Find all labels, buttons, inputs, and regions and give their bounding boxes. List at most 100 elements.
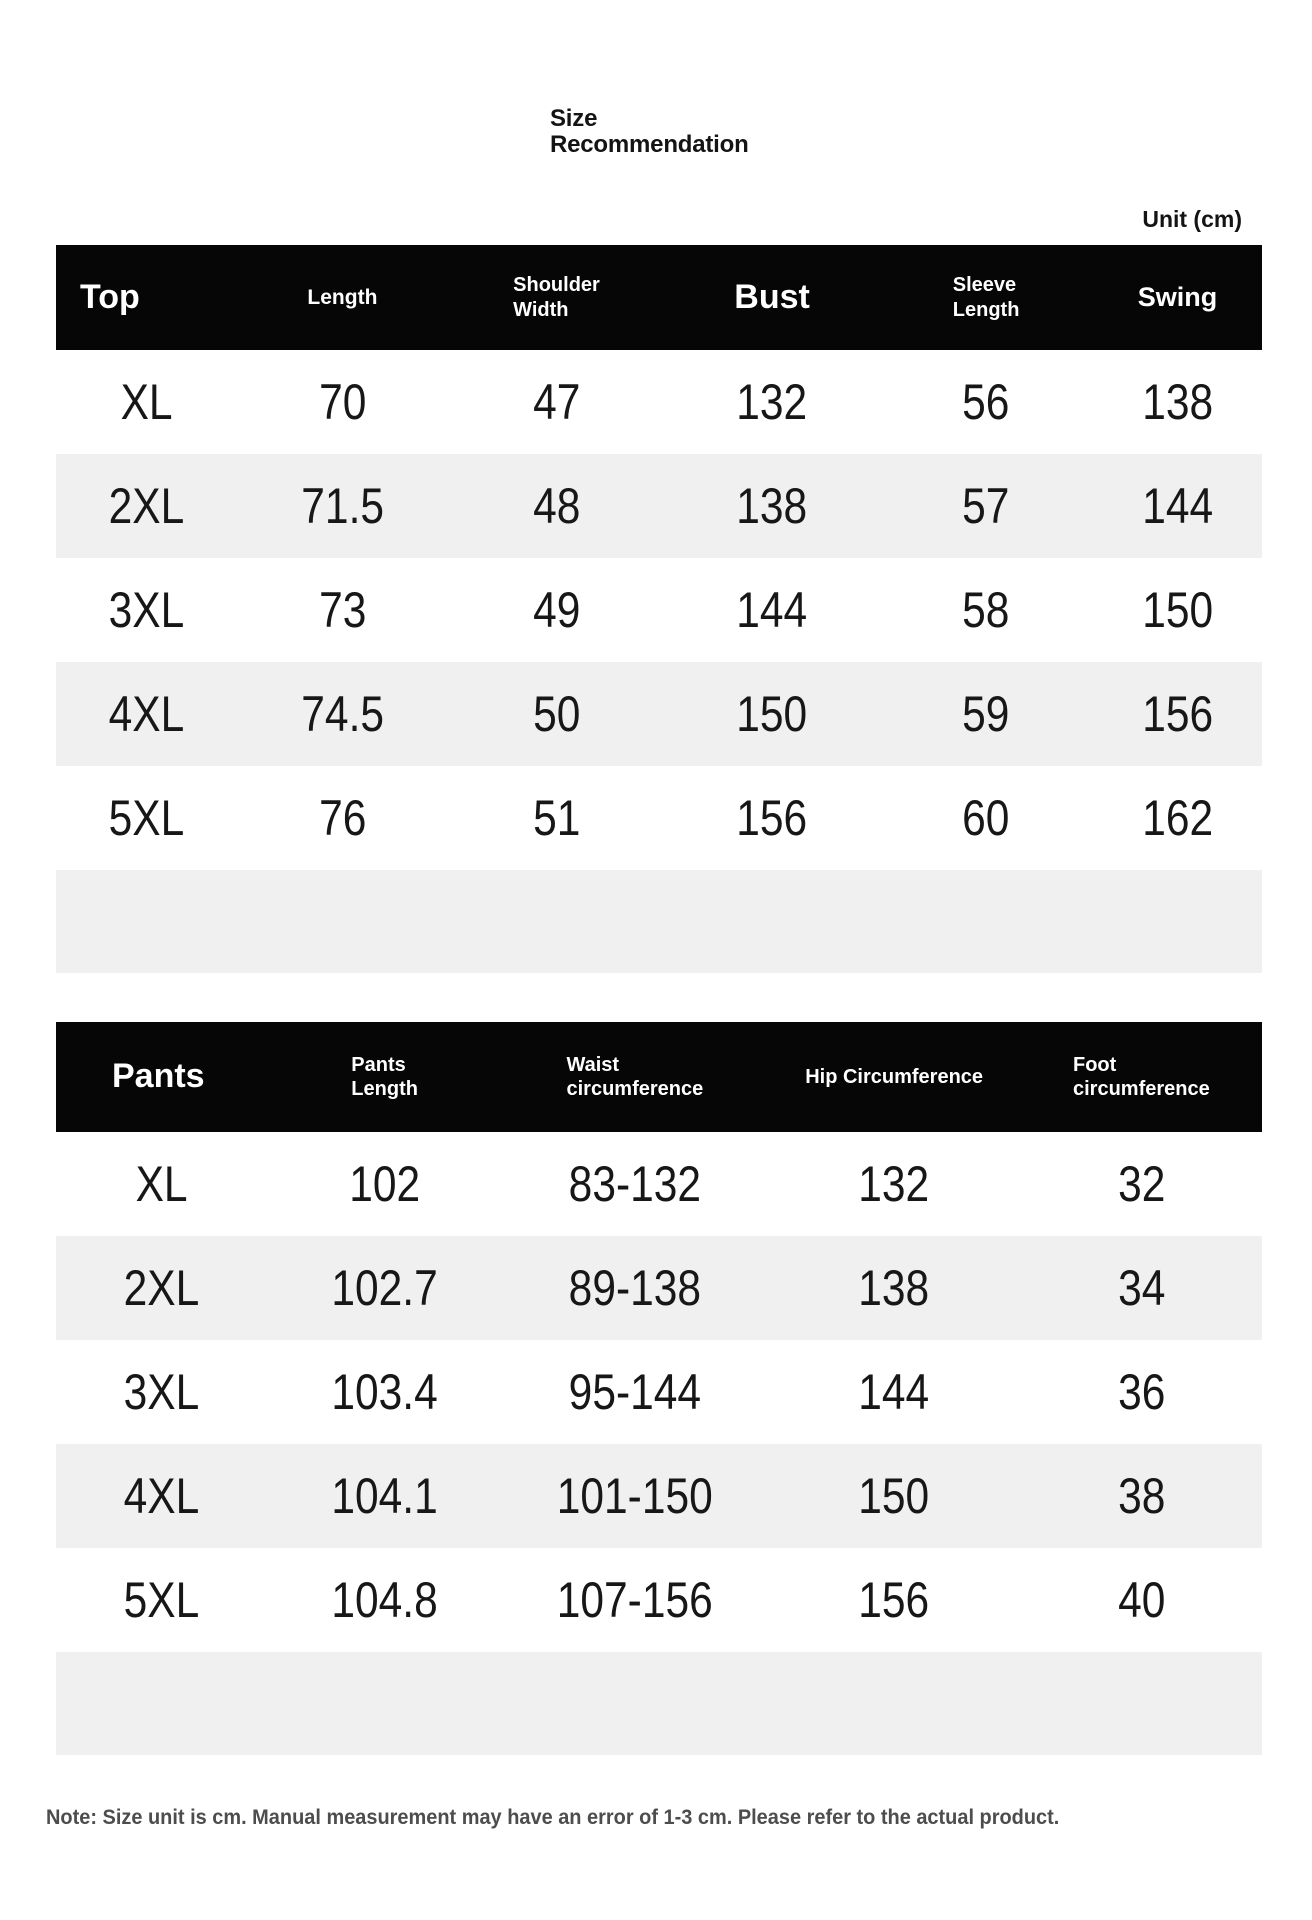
table-cell: 132 — [736, 374, 808, 430]
table-cell: 132 — [858, 1156, 930, 1212]
top-size-table: Top Length Shoulder Width Bust Sleeve Le… — [56, 245, 1262, 973]
col-header-label: Width — [513, 298, 569, 321]
pants-size-table: Pants Pants Length Waist circumference H… — [56, 1022, 1262, 1755]
table-row: XL 102 83-132 132 32 — [56, 1132, 1262, 1236]
table-cell: 156 — [736, 790, 808, 846]
col-header-bust: Bust — [665, 245, 879, 350]
table-row: 5XL 104.8 107-156 156 40 — [56, 1548, 1262, 1652]
table-cell: 50 — [532, 686, 581, 742]
table-cell: 104.1 — [331, 1468, 438, 1524]
table-cell: 57 — [962, 478, 1010, 534]
table-cell: 101-150 — [556, 1468, 713, 1524]
table-cell: 5XL — [108, 790, 185, 846]
col-header-label: Sleeve — [952, 274, 1017, 297]
table-cell: 138 — [736, 478, 808, 534]
table-cell: 3XL — [123, 1364, 200, 1420]
page-title-line1: Size — [550, 105, 598, 132]
table-cell: 144 — [736, 582, 808, 638]
col-header-label: Waist — [566, 1053, 620, 1076]
col-header-length: Length — [237, 245, 448, 350]
table-cell: 102.7 — [331, 1260, 438, 1316]
table-row: 2XL 71.5 48 138 57 144 — [56, 454, 1262, 558]
table-row: 3XL 73 49 144 58 150 — [56, 558, 1262, 662]
table-cell: 76 — [318, 790, 367, 846]
table-cell: 5XL — [123, 1572, 200, 1628]
table-row: 4XL 104.1 101-150 150 38 — [56, 1444, 1262, 1548]
table-cell: 89-138 — [568, 1260, 702, 1316]
col-header-label: circumference — [1072, 1078, 1210, 1100]
table-cell: 150 — [736, 686, 808, 742]
col-header-pants-length: Pants Length — [267, 1022, 502, 1132]
table-cell: 59 — [962, 686, 1010, 742]
col-header-waist-circumference: Waist circumference — [502, 1022, 767, 1132]
col-header-label: Length — [351, 1078, 418, 1100]
unit-label: Unit (cm) — [1142, 206, 1242, 232]
col-header-sleeve-length: Sleeve Length — [879, 245, 1093, 350]
col-header-foot-circumference: Foot circumference — [1021, 1022, 1262, 1132]
table-row-empty — [56, 870, 1262, 973]
col-header-label: Bust — [734, 277, 810, 316]
table-cell: 71.5 — [301, 478, 384, 534]
col-header-label: Swing — [1137, 282, 1218, 313]
table-cell: 70 — [318, 374, 367, 430]
table-cell: 156 — [858, 1572, 930, 1628]
page-title-line2: Recommendation — [550, 131, 749, 158]
col-header-pants: Pants — [56, 1022, 267, 1132]
col-header-hip-circumference: Hip Circumference — [768, 1022, 1021, 1132]
table-cell: 2XL — [108, 478, 185, 534]
table-cell: 138 — [858, 1260, 930, 1316]
table-cell: 104.8 — [331, 1572, 438, 1628]
table-cell: 74.5 — [301, 686, 384, 742]
table-cell: 162 — [1142, 790, 1214, 846]
col-header-label: Top — [80, 277, 140, 316]
col-header-top: Top — [56, 245, 237, 350]
table-cell: 3XL — [108, 582, 185, 638]
table-cell: 47 — [532, 374, 581, 430]
table-cell: 107-156 — [556, 1572, 713, 1628]
pants-table-header-row: Pants Pants Length Waist circumference H… — [56, 1022, 1262, 1132]
table-cell: 144 — [858, 1364, 930, 1420]
table-row: 2XL 102.7 89-138 138 34 — [56, 1236, 1262, 1340]
table-cell: 103.4 — [331, 1364, 438, 1420]
col-header-label: Length — [307, 285, 378, 309]
table-row: 3XL 103.4 95-144 144 36 — [56, 1340, 1262, 1444]
col-header-label: Shoulder — [513, 274, 600, 297]
col-header-label: Foot — [1072, 1053, 1117, 1076]
table-row: 4XL 74.5 50 150 59 156 — [56, 662, 1262, 766]
table-cell: 48 — [532, 478, 581, 534]
table-cell: 156 — [1142, 686, 1214, 742]
table-row-empty — [56, 1652, 1262, 1755]
table-cell: 49 — [532, 582, 581, 638]
table-cell: XL — [135, 1156, 188, 1212]
table-cell: 38 — [1117, 1468, 1165, 1524]
table-row: XL 70 47 132 56 138 — [56, 350, 1262, 454]
table-row: 5XL 76 51 156 60 162 — [56, 766, 1262, 870]
table-cell: XL — [120, 374, 173, 430]
table-cell: 83-132 — [568, 1156, 702, 1212]
table-cell: 150 — [1142, 582, 1214, 638]
table-cell: 32 — [1117, 1156, 1165, 1212]
measurement-note: Note: Size unit is cm. Manual measuremen… — [46, 1806, 1060, 1829]
table-cell: 144 — [1142, 478, 1214, 534]
table-cell: 95-144 — [568, 1364, 702, 1420]
col-header-label: Pants — [112, 1057, 205, 1096]
table-cell: 2XL — [123, 1260, 200, 1316]
table-cell: 60 — [962, 790, 1010, 846]
col-header-label: Pants — [351, 1053, 406, 1076]
table-cell: 138 — [1142, 374, 1214, 430]
table-cell: 34 — [1117, 1260, 1165, 1316]
table-cell: 4XL — [108, 686, 185, 742]
top-table-header-row: Top Length Shoulder Width Bust Sleeve Le… — [56, 245, 1262, 350]
table-cell: 58 — [962, 582, 1010, 638]
col-header-label: circumference — [566, 1078, 704, 1100]
table-cell: 150 — [858, 1468, 930, 1524]
col-header-label: Length — [952, 298, 1020, 321]
col-header-label: Hip Circumference — [805, 1065, 984, 1088]
col-header-swing: Swing — [1093, 245, 1262, 350]
table-cell: 51 — [532, 790, 581, 846]
table-cell: 56 — [962, 374, 1010, 430]
table-cell: 36 — [1117, 1364, 1165, 1420]
table-cell: 4XL — [123, 1468, 200, 1524]
table-cell: 102 — [349, 1156, 421, 1212]
table-cell: 73 — [318, 582, 367, 638]
